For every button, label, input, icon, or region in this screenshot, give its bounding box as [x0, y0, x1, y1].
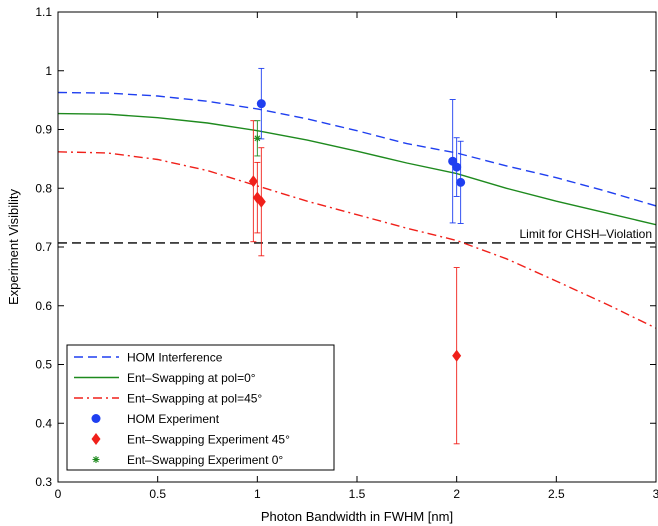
- y-axis-label: Experiment Visibility: [6, 188, 21, 305]
- data-point-2-3: [256, 195, 266, 208]
- legend-marker-swatch: [92, 456, 100, 463]
- y-tick-label: 1: [45, 64, 52, 78]
- legend-marker-swatch: [91, 414, 101, 423]
- series-line-2: [58, 112, 656, 226]
- legend-label: HOM Interference: [127, 351, 223, 365]
- y-tick-label: 0.7: [35, 240, 52, 254]
- y-tick-label: 0.5: [35, 358, 52, 372]
- legend-label: HOM Experiment: [127, 412, 220, 426]
- legend: HOM Interference Ent–Swapping at pol=0° En…: [66, 344, 335, 471]
- y-tick-label: 0.6: [35, 299, 52, 313]
- points-layer: [248, 67, 466, 445]
- x-tick-label: 2: [453, 487, 460, 501]
- data-point-1-3: [452, 162, 462, 172]
- series-line-3: [58, 151, 656, 329]
- legend-box: [66, 344, 335, 471]
- legend-label: Ent–Swapping Experiment 45°: [127, 433, 290, 447]
- data-point-1-1: [256, 99, 266, 109]
- plot-frame: [57, 11, 657, 483]
- data-point-3-1: [253, 134, 261, 142]
- series-line-1: [58, 91, 656, 207]
- data-point-1-4: [456, 177, 466, 187]
- legend-label: Ent–Swapping at pol=0°: [127, 371, 256, 385]
- x-tick-label: 3: [653, 487, 658, 501]
- y-tick-label: 0.3: [35, 475, 52, 489]
- y-tick-label: 1.1: [35, 5, 52, 19]
- x-axis-label: Photon Bandwidth in FWHM [nm]: [261, 509, 453, 524]
- x-tick-label: 1.5: [349, 487, 366, 501]
- y-tick-label: 0.9: [35, 123, 52, 137]
- x-tick-label: 1: [254, 487, 261, 501]
- y-tick-label: 0.4: [35, 416, 52, 430]
- x-tick-label: 0: [55, 487, 62, 501]
- threshold-label: Limit for CHSH–Violation: [520, 227, 653, 241]
- x-tick-label: 0.5: [149, 487, 166, 501]
- data-point-2-4: [452, 349, 462, 362]
- legend-label: Ent–Swapping at pol=45°: [127, 392, 262, 406]
- data-point-2-1: [248, 175, 258, 188]
- curves-layer: [58, 91, 656, 329]
- legend-label: Ent–Swapping Experiment 0°: [127, 453, 283, 467]
- x-tick-label: 2.5: [548, 487, 565, 501]
- y-tick-label: 0.8: [35, 181, 52, 195]
- legend-marker-swatch: [91, 433, 101, 445]
